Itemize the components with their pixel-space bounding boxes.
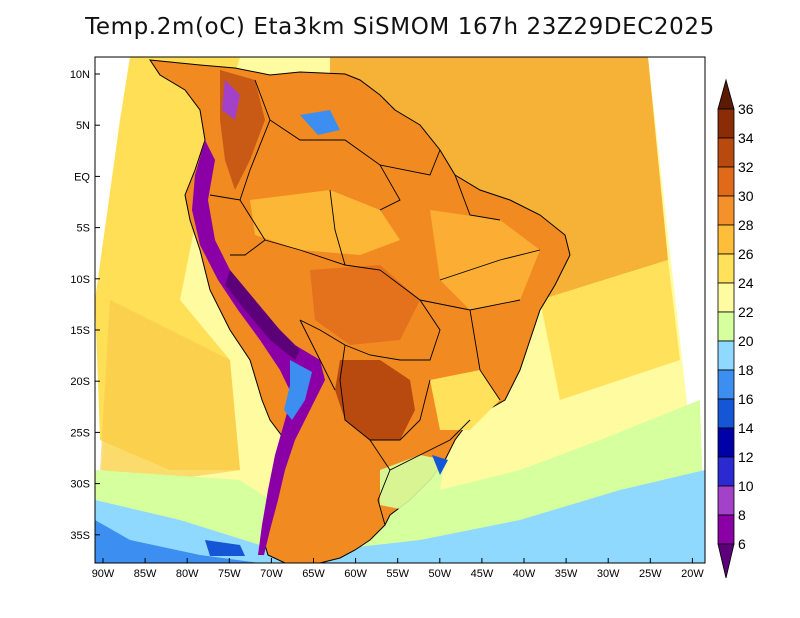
colorbar-label: 14: [738, 420, 754, 436]
lon-tick-label: 50W: [428, 568, 451, 580]
country-borders: [209, 79, 541, 526]
map-title: Temp.2m(oC) Eta3km SiSMOM 167h 23Z29DEC2…: [85, 14, 715, 40]
lon-tick-label: 40W: [513, 568, 536, 580]
colorbar-label: 26: [738, 246, 754, 262]
lon-tick-label: 35W: [555, 568, 578, 580]
region-atlantic-mid: [540, 260, 680, 400]
lat-tick-label: 10S: [70, 274, 90, 286]
region-warm-center: [310, 265, 420, 345]
colorbar-swatch: [717, 253, 735, 284]
region-hot-core: [335, 360, 415, 440]
lat-tick-label: 5S: [77, 223, 90, 235]
lon-tick-label: 25W: [639, 568, 662, 580]
region-interior-cool: [250, 190, 400, 255]
colorbar-label: 32: [738, 159, 754, 175]
colorbar-swatch: [717, 340, 735, 371]
lon-tick-label: 80W: [176, 568, 199, 580]
lat-tick-label: 15S: [70, 325, 90, 337]
colorbar-label: 8: [738, 507, 746, 523]
colorbar-label: 34: [738, 130, 754, 146]
colorbar-swatch: [717, 398, 735, 429]
region-andes-blue: [284, 360, 312, 420]
region-south-brazil: [380, 455, 445, 510]
colorbar-label: 20: [738, 333, 754, 349]
colorbar-swatch: [717, 427, 735, 458]
colorbar-swatch: [717, 282, 735, 313]
colorbar-label: 12: [738, 449, 754, 465]
lon-tick-label: 20W: [681, 568, 704, 580]
colorbar-swatch: [717, 224, 735, 255]
colorbar-swatch: [717, 311, 735, 342]
region-andes-core: [225, 270, 300, 360]
lat-tick-label: 5N: [76, 120, 90, 132]
colorbar-label: 16: [738, 391, 754, 407]
colorbar-label: 36: [738, 101, 754, 117]
map-field: [95, 57, 705, 563]
colorbar: 36 34 32 30 28 26 24 22 20 18 16 14 12 10 8 6: [717, 78, 754, 579]
region-south-cold-patch: [205, 540, 245, 556]
lat-tick-label: 30S: [70, 479, 90, 491]
region-andes: [192, 140, 325, 555]
plot-frame: [94, 56, 706, 564]
colorbar-label: 30: [738, 188, 754, 204]
region-south-cold: [95, 470, 705, 563]
region-venezuela-cool: [300, 110, 340, 135]
colorbar-arrow-top: [717, 78, 735, 110]
colorbar-label: 28: [738, 217, 754, 233]
colorbar-swatch: [717, 195, 735, 226]
colorbar-arrow-bottom: [717, 543, 735, 579]
colorbar-label: 18: [738, 362, 754, 378]
colorbar-swatch: [717, 108, 735, 139]
lat-tick-label: 35S: [70, 530, 90, 542]
region-coast-cool: [432, 455, 448, 475]
lon-tick-label: 70W: [260, 568, 283, 580]
region-pacific-cool: [100, 300, 240, 480]
longitude-axis: 90W 85W 80W 75W 70W 65W 60W 55W 50W 45W 40W 35W 30W 2…: [92, 558, 704, 580]
colorbar-label: 6: [738, 536, 746, 552]
colorbar-label: 24: [738, 275, 754, 291]
lon-tick-label: 65W: [302, 568, 325, 580]
colorbar-swatch: [717, 456, 735, 487]
colorbar-swatch: [717, 166, 735, 197]
latitude-axis: 10N 5N EQ 5S 10S 15S 20S 25S 30S 35S: [70, 69, 100, 542]
colorbar-swatch: [717, 137, 735, 168]
lon-tick-label: 90W: [92, 568, 115, 580]
lon-tick-label: 55W: [386, 568, 409, 580]
region-south-cold-deep: [95, 520, 260, 563]
region-atlantic-north: [330, 57, 668, 300]
lon-tick-label: 30W: [597, 568, 620, 580]
lon-tick-label: 60W: [344, 568, 367, 580]
lon-tick-label: 75W: [218, 568, 241, 580]
colorbar-swatch: [717, 369, 735, 400]
colorbar-swatch: [717, 514, 735, 545]
lat-tick-label: 10N: [70, 69, 90, 81]
lon-tick-label: 45W: [471, 568, 494, 580]
lat-tick-label: EQ: [74, 171, 90, 183]
region-andes-north: [222, 80, 240, 120]
lon-tick-label: 85W: [134, 568, 157, 580]
region-southeast-cool: [430, 370, 500, 430]
colorbar-label: 22: [738, 304, 754, 320]
region-nordeste: [430, 210, 540, 310]
lat-tick-label: 20S: [70, 376, 90, 388]
colorbar-label: 10: [738, 478, 754, 494]
colorbar-swatch: [717, 485, 735, 516]
lat-tick-label: 25S: [70, 427, 90, 439]
